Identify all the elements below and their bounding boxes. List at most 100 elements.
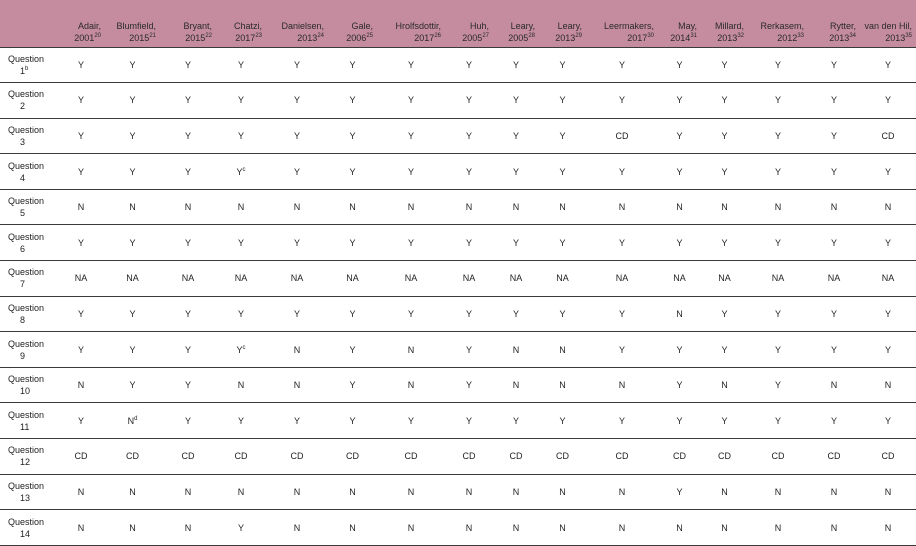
question-label-cell: Question 5 [0, 189, 57, 226]
table-header-row: Adair, 200120 Blumfield, 201521 Bryant, 20152… [0, 0, 916, 47]
answer-value: Y [465, 237, 472, 248]
answer-value: N [77, 486, 85, 497]
answer-value: Y [884, 237, 891, 248]
answer-cell: Yc [216, 331, 266, 368]
answer-cell: Y [658, 224, 701, 262]
answer-cell: N [808, 474, 860, 511]
answer-value: Y [512, 95, 519, 106]
answer-value: Y [293, 237, 300, 248]
answer-value: Y [237, 237, 244, 248]
answer-cell: N [105, 474, 160, 511]
answer-cell: CD [748, 438, 808, 475]
answer-value: Y [618, 59, 625, 70]
answer-cell: NA [493, 260, 539, 297]
answer-value: N [293, 344, 301, 355]
answer-cell: CD [377, 438, 445, 475]
answer-cell: N [377, 474, 445, 511]
answer-cell: N [266, 367, 328, 404]
answer-cell: NA [445, 260, 493, 297]
answer-value: Y [293, 166, 300, 177]
answer-cell: N [445, 509, 493, 546]
answer-value: CD [718, 451, 731, 462]
answer-cell: Y [860, 46, 916, 84]
answer-cell: NA [808, 260, 860, 297]
answer-value: N [293, 380, 301, 391]
answer-cell: NA [748, 260, 808, 297]
table-body: Question 1b Y Y Y Y Y Y Y Y Y Y Y Y Y Y Y Y Question 2 Y Y Y Y Y… [0, 46, 916, 546]
answer-value: Y [559, 308, 566, 319]
table-row: Question 13 N N N N N N N N N N N Y N N N N [0, 474, 916, 511]
answer-value: Y [129, 59, 136, 70]
answer-value: Y [465, 380, 472, 391]
answer-value: CD [509, 451, 523, 462]
answer-cell: N [701, 509, 748, 546]
question-number: 2 [20, 101, 26, 112]
answer-cell: Y [105, 331, 160, 368]
answer-cell: Y [539, 402, 586, 440]
answer-value: CD [827, 451, 841, 462]
answer-footnote: d [134, 415, 138, 422]
question-label-cell: Question 12 [0, 438, 57, 475]
answer-value: Y [774, 380, 781, 391]
answer-cell: CD [266, 438, 328, 475]
column-reference: 27 [482, 32, 489, 39]
question-label-cell: Question 1b [0, 46, 57, 84]
answer-value: Y [884, 95, 891, 106]
answer-value: NA [556, 273, 569, 284]
answer-cell: N [860, 474, 916, 511]
answer-value: N [407, 344, 415, 355]
column-reference: 35 [905, 32, 912, 39]
table-row: Question 11 Y Nd Y Y Y Y Y Y Y Y Y Y Y Y Y Y [0, 402, 916, 440]
table-row: Question 7 NA NA NA NA NA NA NA NA NA NA NA NA NA NA NA N… [0, 260, 916, 297]
answer-footnote: c [242, 344, 246, 351]
answer-cell: Y [860, 224, 916, 262]
answer-cell: CD [445, 438, 493, 475]
answer-cell: Y [57, 118, 105, 155]
answer-value: N [884, 202, 892, 213]
answer-value: NA [509, 273, 523, 284]
column-year: 2013 [885, 32, 906, 43]
answer-cell: Y [328, 118, 377, 155]
answer-cell: CD [860, 438, 916, 475]
table-row: Question 5 N N N N N N N N N N N N N N N N [0, 189, 916, 226]
column-year: 2013 [297, 32, 318, 43]
table-row: Question 2 Y Y Y Y Y Y Y Y Y Y Y Y Y Y Y Y [0, 82, 916, 119]
answer-cell: Y [105, 118, 160, 155]
column-reference: 34 [849, 32, 856, 39]
answer-cell: N [493, 189, 539, 226]
answer-cell: N [377, 331, 445, 368]
answer-value: Y [184, 59, 191, 70]
answer-value: Y [559, 166, 566, 177]
answer-cell: Y [377, 82, 445, 119]
answer-value: CD [181, 451, 195, 462]
answer-cell: Y [105, 296, 160, 333]
column-reference: 33 [797, 32, 804, 39]
answer-cell: Y [160, 118, 216, 155]
answer-value: N [618, 380, 626, 391]
question-label: Question [8, 374, 45, 385]
answer-cell: Y [445, 82, 493, 119]
answer-cell: Y [57, 82, 105, 119]
question-number-wrap: 3 [8, 136, 57, 148]
answer-value: Y [618, 166, 625, 177]
question-label-cell: Question 6 [0, 224, 57, 262]
question-label: Question [8, 231, 45, 242]
answer-cell: Y [57, 46, 105, 84]
answer-cell: CD [160, 438, 216, 475]
answer-cell: Y [586, 46, 658, 84]
answer-value: N [884, 486, 892, 497]
answer-cell: Y [216, 224, 266, 262]
column-header: Danielsen, 201324 [266, 0, 328, 47]
question-number-wrap: 10 [8, 385, 57, 397]
answer-cell: Y [586, 82, 658, 119]
answer-cell: Y [658, 474, 701, 511]
answer-value: Y [349, 59, 356, 70]
answer-value: N [774, 486, 782, 497]
column-header: Hrolfsdottir, 201726 [377, 0, 445, 47]
answer-value: Y [129, 95, 136, 106]
answer-value: NA [181, 273, 195, 284]
answer-value: Y [774, 130, 781, 141]
answer-value: CD [556, 451, 569, 462]
question-number: 1 [20, 65, 26, 76]
answer-value: CD [404, 451, 418, 462]
